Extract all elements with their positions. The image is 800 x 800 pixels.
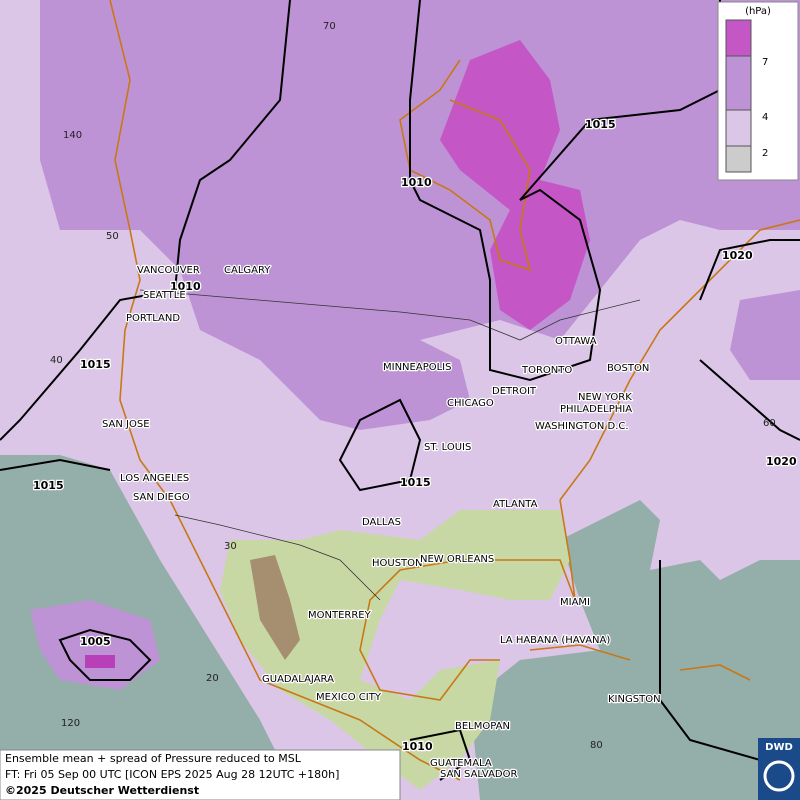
legend-swatch (725, 109, 752, 147)
city-label: MONTERREY (308, 610, 372, 621)
footer-line: ©2025 Deutscher Wetterdienst (5, 784, 199, 797)
legend-unit: (hPa) (745, 6, 771, 17)
city-label: TORONTO (521, 365, 572, 376)
city-label: WASHINGTON D.C. (535, 421, 629, 432)
city-label: CALGARY (224, 265, 271, 276)
isobar-label: 1015 (33, 479, 64, 492)
city-label: LA HABANA (HAVANA) (500, 635, 610, 646)
city-label: MEXICO CITY (316, 692, 382, 703)
legend-swatch (725, 19, 752, 57)
isobar-label: 1020 (766, 455, 797, 468)
isobar-label: 1020 (722, 249, 753, 262)
isobar-label: 1015 (400, 476, 431, 489)
logo-icon (763, 760, 795, 792)
city-label: SAN DIEGO (133, 492, 190, 503)
legend-tick: 2 (762, 148, 768, 159)
isobar-label: 1015 (80, 358, 111, 371)
isobar (0, 0, 800, 781)
logo-text: DWD (765, 742, 793, 753)
legend-tick: 7 (762, 57, 768, 68)
city-label: LOS ANGELES (120, 473, 189, 484)
spread-high (85, 655, 115, 668)
spread-mid (30, 600, 160, 690)
footer-line: Ensemble mean + spread of Pressure reduc… (5, 752, 302, 765)
legend-swatch (725, 55, 752, 111)
city-label: OTTAWA (555, 336, 597, 347)
city-label: BELMOPAN (455, 721, 510, 732)
city-label: ST. LOUIS (424, 442, 471, 453)
graticule-label: 80 (590, 740, 603, 751)
graticule-label: 40 (50, 355, 63, 366)
footer-box (0, 749, 401, 800)
spread-mid (300, 340, 470, 430)
coastline (109, 0, 800, 781)
spread-high (440, 40, 590, 330)
legend-swatch (725, 145, 752, 173)
graticule-label: 60 (763, 418, 776, 429)
isobar-label: 1010 (170, 280, 201, 293)
city-label: ATLANTA (493, 499, 538, 510)
city-label: MIAMI (560, 597, 590, 608)
graticule-label: 140 (63, 130, 82, 141)
isobar-label: 1010 (401, 176, 432, 189)
graticule-label: 50 (106, 231, 119, 242)
city-label: BOSTON (607, 363, 649, 374)
city-label: NEW ORLEANS (420, 554, 494, 565)
graticule-label: 120 (61, 718, 80, 729)
border (139, 289, 641, 601)
land-relief (220, 510, 570, 790)
city-label: PHILADELPHIA (560, 404, 632, 415)
graticule-label: 20 (206, 673, 219, 684)
ocean (470, 500, 800, 800)
city-label: DALLAS (362, 517, 401, 528)
city-label: MINNEAPOLIS (383, 362, 451, 373)
city-label: KINGSTON (608, 694, 661, 705)
city-label: SAN SALVADOR (440, 769, 517, 780)
isobar-label: 1015 (585, 118, 616, 131)
graticule-label: 70 (323, 21, 336, 32)
isobar-label: 1010 (402, 740, 433, 753)
city-label: CHICAGO (447, 398, 494, 409)
footer-line: FT: Fri 05 Sep 00 UTC [ICON EPS 2025 Aug… (5, 768, 339, 781)
city-label: HOUSTON (372, 558, 423, 569)
mountains (250, 555, 300, 660)
city-label: SEATTLE (143, 290, 186, 301)
city-label: VANCOUVER (137, 265, 200, 276)
graticule-label: 30 (224, 541, 237, 552)
city-label: GUATEMALA (430, 758, 492, 769)
city-label: DETROIT (492, 386, 537, 397)
city-label: GUADALAJARA (262, 674, 334, 685)
city-label: SAN JOSE (102, 419, 150, 430)
legend-tick: 4 (762, 112, 768, 123)
city-label: PORTLAND (126, 313, 180, 324)
city-label: NEW YORK (578, 392, 632, 403)
spread-mid (730, 290, 800, 380)
isobar-label: 1005 (80, 635, 111, 648)
